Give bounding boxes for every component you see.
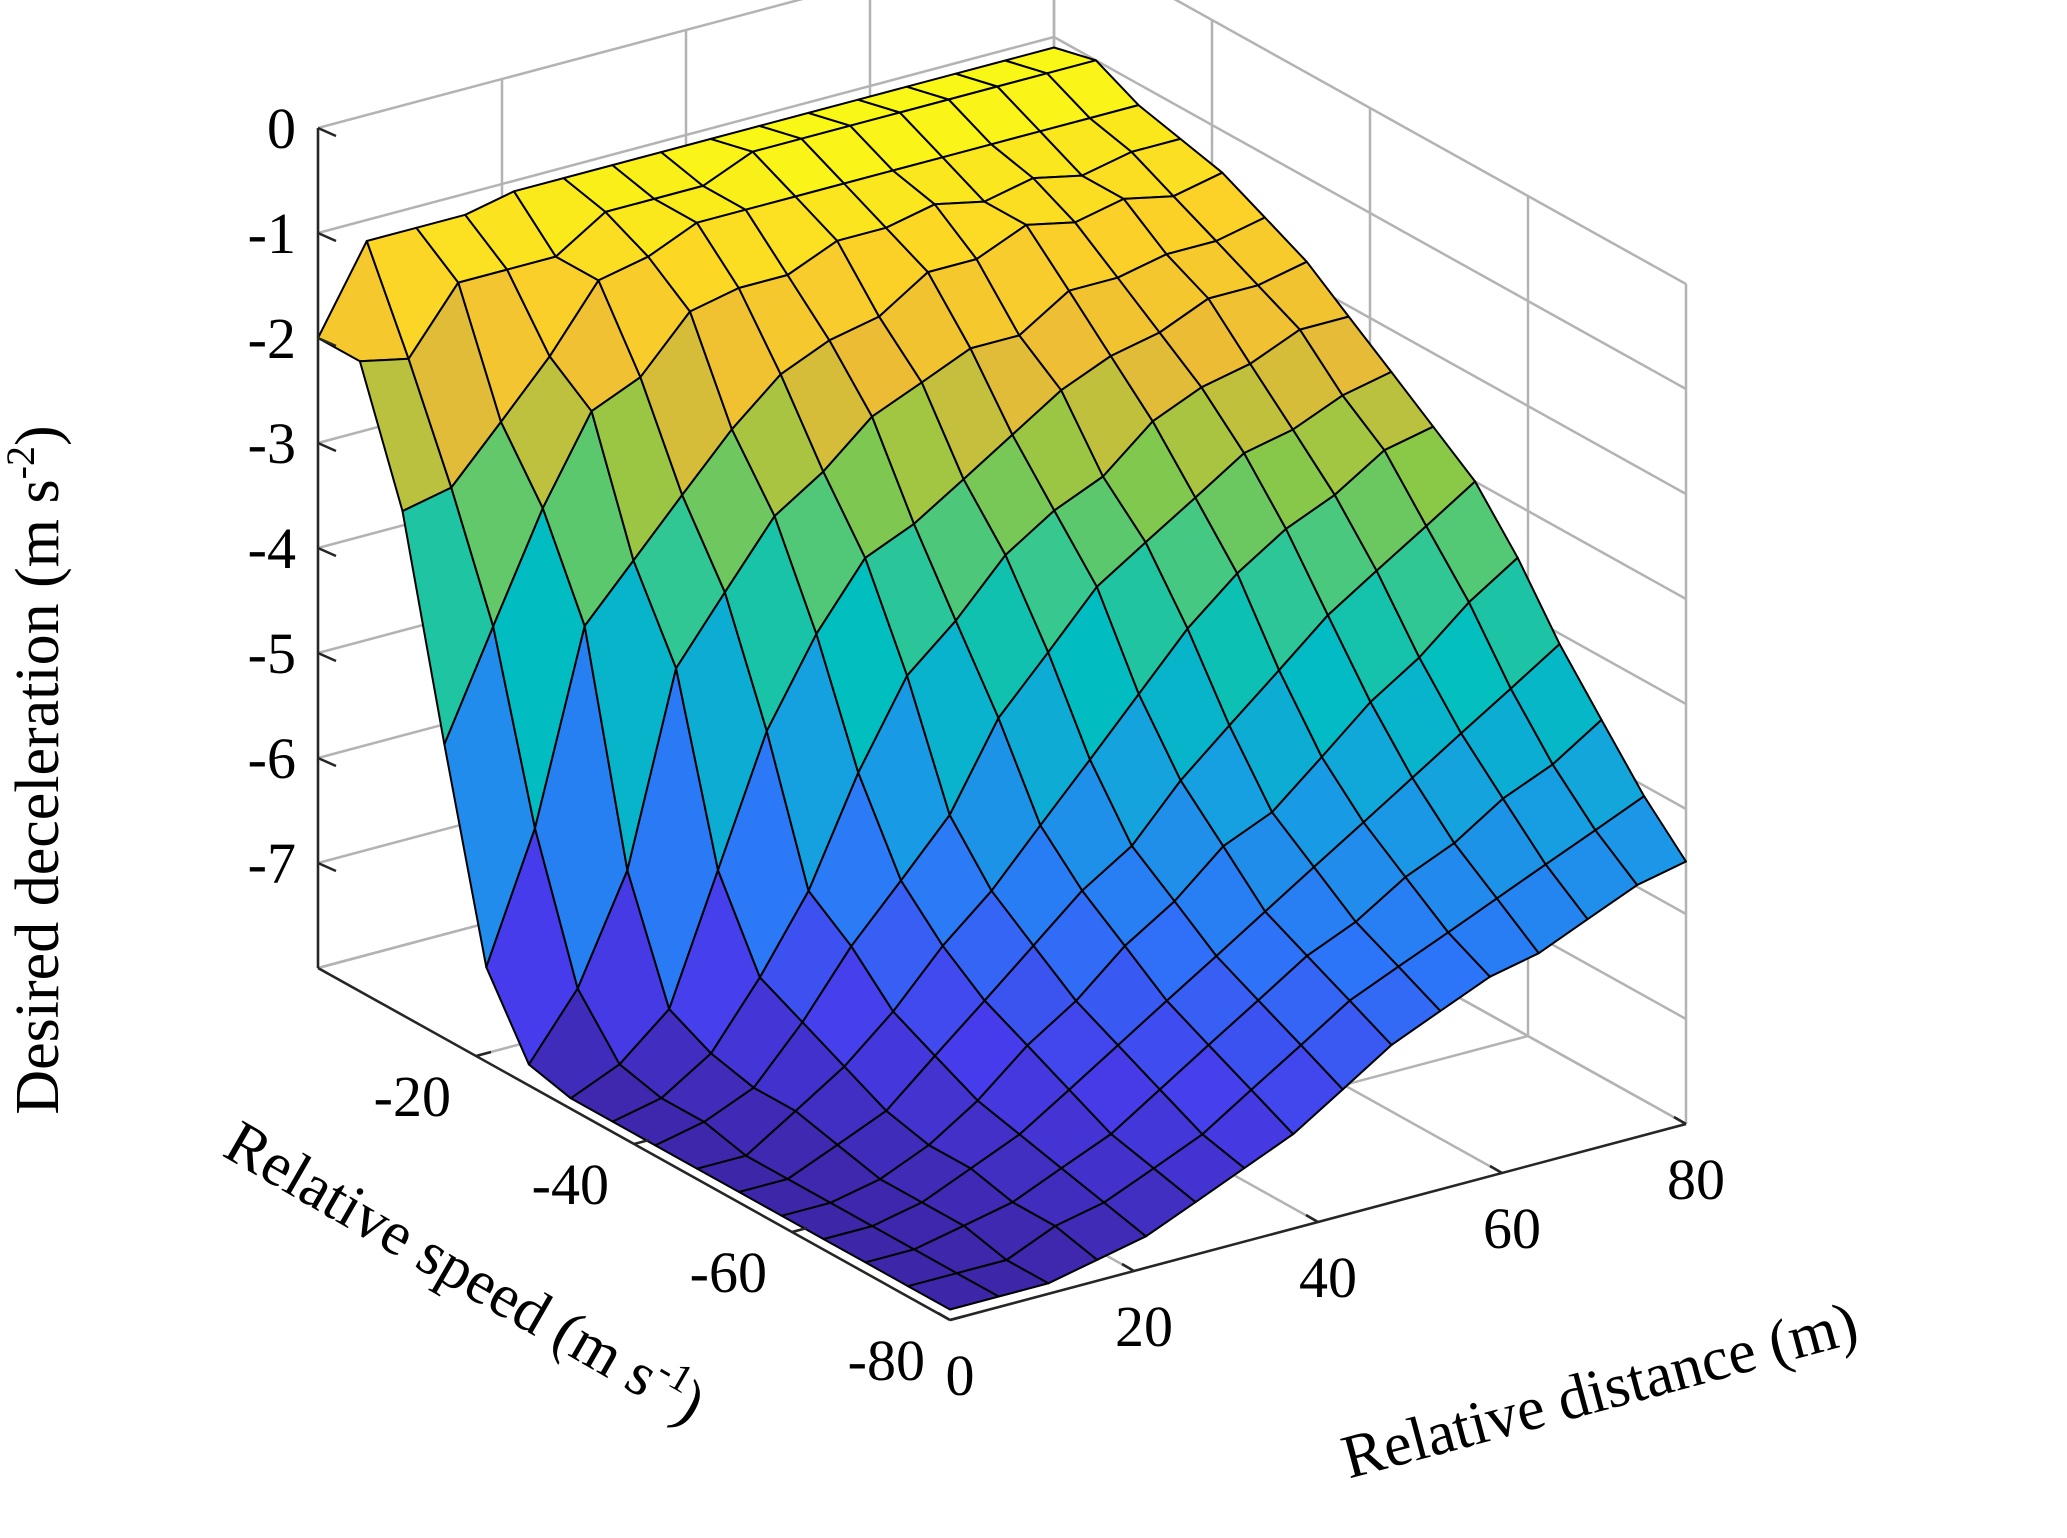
x-tick-mark [1489, 1164, 1503, 1175]
axis-layer: -1 -2 -3 -4 -5 -6 -7 0 -20 -40 -60 -80 0 20 40 60 80 [248, 96, 1725, 1408]
z-tick-label: -5 [248, 621, 296, 686]
y-tick-label: -40 [532, 1152, 609, 1217]
y-tick-label: -80 [848, 1328, 925, 1393]
x-tick-label: 40 [1299, 1245, 1357, 1310]
z-tick-label: 0 [267, 96, 296, 161]
x-tick-mark [1673, 1115, 1687, 1126]
z-tick-label: -2 [248, 306, 296, 371]
y-axis-label: Relative speed (m s-1) [214, 1103, 720, 1438]
x-tick-mark [1121, 1262, 1135, 1273]
z-tick-mark [317, 756, 337, 768]
z-tick-mark [317, 231, 337, 243]
x-tick-label: 60 [1483, 1196, 1541, 1261]
z-tick-mark [317, 651, 337, 663]
x-tick-mark [937, 1311, 951, 1322]
y-tick-label: -20 [374, 1064, 451, 1129]
x-tick-mark [1305, 1213, 1319, 1224]
z-tick-mark [317, 861, 337, 873]
z-tick-label: -4 [248, 516, 296, 581]
y-tick-mark [949, 1314, 966, 1322]
z-tick-mark [317, 441, 337, 453]
surface-layer [317, 46, 1687, 1311]
y-tick-label: -60 [690, 1240, 767, 1305]
y-tick-mark [475, 1050, 492, 1058]
z-tick-label: -6 [248, 726, 296, 791]
y-tick-mark [791, 1226, 808, 1234]
z-tick-label: -3 [248, 411, 296, 476]
z-tick-label: -7 [248, 831, 296, 896]
surface-patch [1594, 795, 1687, 886]
x-tick-label: 20 [1115, 1294, 1173, 1359]
x-tick-label: 0 [946, 1343, 975, 1408]
z-tick-mark [317, 336, 337, 348]
z-tick-label: -1 [248, 201, 296, 266]
x-axis-label: Relative distance (m) [1335, 1289, 1865, 1492]
z-tick-mark [317, 126, 337, 138]
z-axis-label: Desired deceleration (m s-2) [0, 425, 72, 1114]
y-tick-mark [633, 1138, 650, 1146]
x-tick-label: 80 [1667, 1147, 1725, 1212]
z-tick-mark [317, 546, 337, 558]
